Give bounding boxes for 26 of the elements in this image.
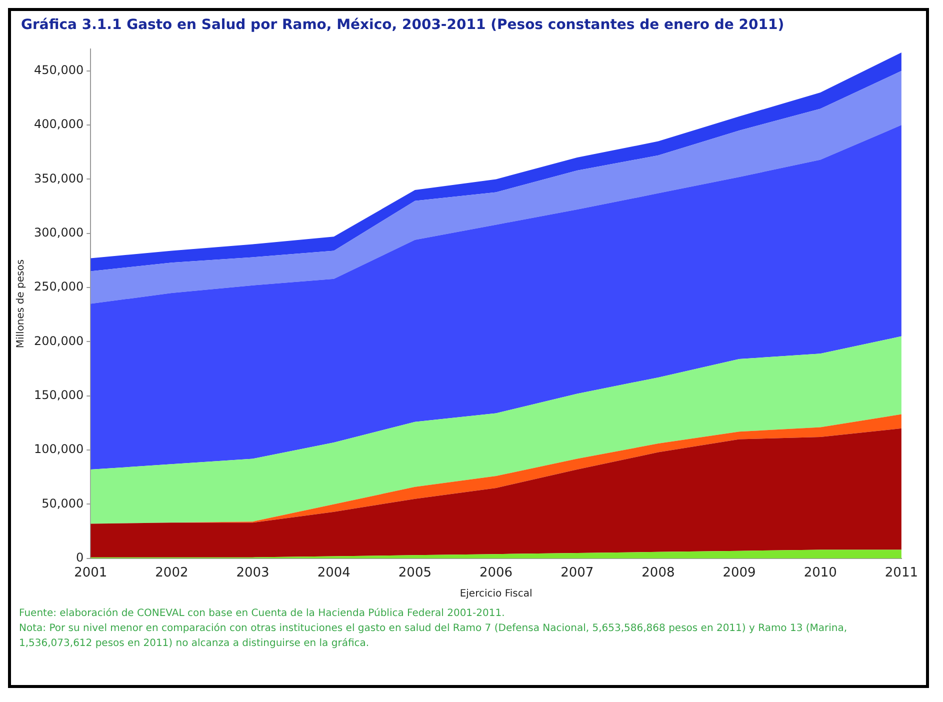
y-axis-title: Millones de pesos (16, 259, 27, 348)
y-tick-label: 250,000 (34, 280, 84, 294)
y-tick-label: 0 (76, 550, 84, 565)
x-tick-label: 2005 (398, 566, 432, 581)
y-tick-label: 150,000 (34, 388, 84, 402)
x-tick-label: 2003 (236, 566, 270, 581)
x-tick-label: 2002 (155, 566, 188, 581)
x-axis-title: Ejercicio Fiscal (460, 588, 532, 600)
source-note: Fuente: elaboración de CONEVAL con base en Cuenta de la Hacienda Pública Federal 2001-2011. (19, 607, 506, 621)
x-tick-label: 2010 (804, 566, 837, 581)
y-tick-label: 350,000 (34, 171, 84, 186)
x-tick-label: 2011 (884, 566, 918, 581)
x-tick-label: 2006 (479, 566, 513, 581)
y-tick-label: 450,000 (34, 62, 84, 77)
x-tick-label: 2001 (74, 566, 108, 581)
x-tick-label: 2004 (317, 566, 350, 581)
y-tick-label: 400,000 (34, 117, 84, 132)
x-tick-label: 2007 (560, 566, 594, 581)
y-tick-label: 50,000 (42, 496, 84, 510)
chart-title: Gráfica 3.1.1 Gasto en Salud por Ramo, México, 2003-2011 (Pesos constantes de enero de 2011) (20, 16, 786, 35)
y-tick-label: 300,000 (34, 226, 84, 240)
x-tick-label: 2009 (722, 566, 756, 581)
x-tick-label: 2008 (642, 566, 675, 581)
y-tick-label: 100,000 (34, 442, 84, 456)
y-tick-label: 200,000 (34, 334, 84, 348)
text: Nota: Por su nivel menor en comparación con otras instituciones el gasto en salud del Ramo 7 (Defensa Nacional, 5,653,586,868 pesos en 2011) y Ramo 13 (Marina, 1,536,073,612 pesos en 2011) no alcanza a distinguirse en la gráfica. (19, 622, 848, 651)
